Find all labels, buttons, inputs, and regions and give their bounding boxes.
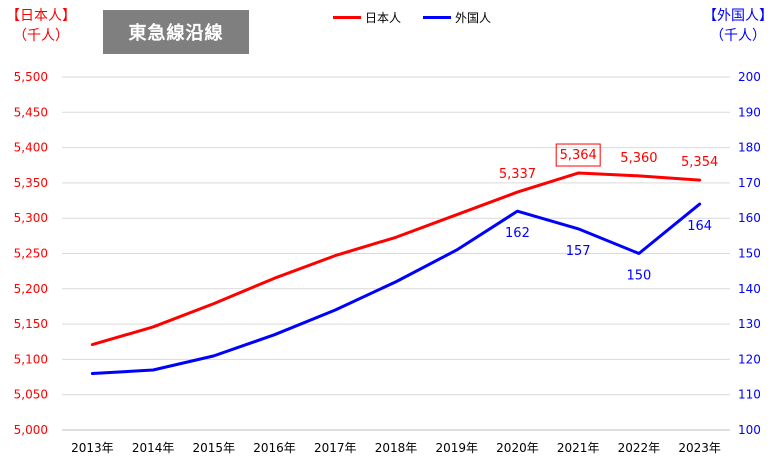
data-label-japanese: 5,354	[681, 155, 718, 170]
left-tick-label: 5,400	[14, 141, 48, 155]
legend: 日本人 外国人	[333, 8, 513, 26]
right-axis-title-unit: （千人）	[710, 28, 766, 44]
left-axis-title: 【日本人】 （千人）	[6, 6, 76, 46]
left-tick-label: 5,450	[14, 105, 48, 119]
series-line-foreign	[90, 202, 702, 376]
right-axis-title: 【外国人】 （千人）	[703, 6, 773, 46]
right-tick-label: 100	[738, 423, 761, 437]
right-tick-label: 190	[738, 105, 761, 119]
right-tick-label: 110	[738, 388, 761, 402]
right-tick-label: 170	[738, 176, 761, 190]
left-tick-label: 5,350	[14, 176, 48, 190]
right-tick-label: 150	[738, 247, 761, 261]
right-tick-label: 130	[738, 317, 761, 331]
x-tick-label: 2013年	[71, 441, 114, 455]
data-label-foreign: 150	[626, 269, 651, 284]
left-tick-label: 5,200	[14, 282, 48, 296]
x-tick-label: 2015年	[193, 441, 236, 455]
left-tick-label: 5,100	[14, 352, 48, 366]
left-tick-label: 5,050	[14, 388, 48, 402]
legend-label-japanese: 日本人	[365, 10, 402, 25]
series-line-japanese	[90, 171, 702, 347]
data-label-japanese: 5,364	[560, 148, 597, 163]
right-tick-label: 160	[738, 211, 761, 225]
left-tick-label: 5,000	[14, 423, 48, 437]
x-tick-label: 2018年	[375, 441, 418, 455]
right-tick-label: 180	[738, 141, 761, 155]
right-tick-label: 200	[738, 70, 761, 84]
legend-swatch-japanese	[333, 15, 361, 19]
data-label-foreign: 164	[687, 219, 712, 234]
x-tick-label: 2021年	[557, 441, 600, 455]
legend-swatch-foreign	[423, 15, 452, 19]
left-axis-title-unit: （千人）	[13, 28, 69, 44]
data-label-japanese: 5,360	[620, 151, 657, 166]
legend-item-foreign: 外国人	[423, 9, 491, 26]
legend-label-foreign: 外国人	[455, 10, 492, 25]
data-label-foreign: 162	[505, 226, 530, 241]
left-tick-label: 5,500	[14, 70, 48, 84]
left-tick-label: 5,150	[14, 317, 48, 331]
x-tick-label: 2017年	[314, 441, 357, 455]
left-tick-label: 5,300	[14, 211, 48, 225]
x-tick-label: 2014年	[132, 441, 175, 455]
right-tick-label: 120	[738, 352, 761, 366]
x-tick-label: 2023年	[678, 441, 721, 455]
region-badge: 東急線沿線	[103, 10, 249, 54]
left-tick-label: 5,250	[14, 247, 48, 261]
right-axis-title-line1: 【外国人】	[703, 8, 773, 24]
x-tick-label: 2022年	[618, 441, 661, 455]
legend-item-japanese: 日本人	[333, 9, 401, 26]
data-label-foreign: 157	[566, 244, 591, 259]
x-tick-label: 2016年	[253, 441, 296, 455]
right-tick-label: 140	[738, 282, 761, 296]
x-tick-label: 2019年	[435, 441, 478, 455]
data-label-japanese: 5,337	[499, 167, 536, 182]
left-axis-title-line1: 【日本人】	[6, 8, 76, 24]
x-tick-label: 2020年	[496, 441, 539, 455]
data-label-highlight-box	[555, 143, 601, 167]
